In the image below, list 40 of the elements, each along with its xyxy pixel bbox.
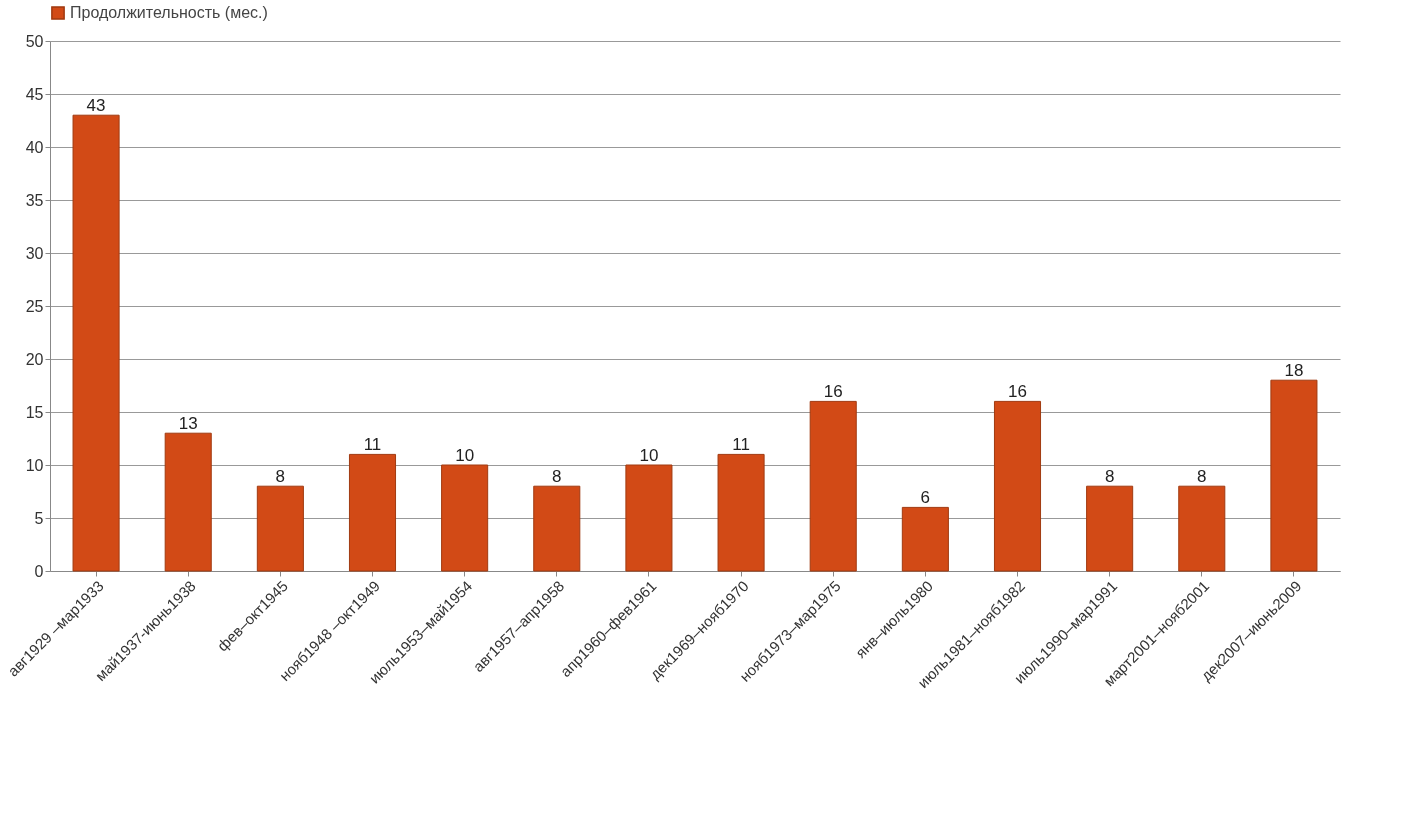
y-tick-label: 20 <box>25 350 44 368</box>
data-label: 8 <box>275 467 286 487</box>
y-tick-label: 35 <box>25 191 44 209</box>
y-tick-label: 10 <box>25 456 44 474</box>
data-label: 43 <box>86 96 106 116</box>
data-label: 18 <box>1284 361 1304 381</box>
bar <box>1270 379 1318 572</box>
data-label: 11 <box>363 435 382 455</box>
bar <box>625 464 673 572</box>
legend-label: Продолжительность (мес.) <box>70 4 268 21</box>
y-tick-label: 50 <box>25 32 44 50</box>
data-label: 8 <box>1104 467 1115 487</box>
data-label: 10 <box>455 446 475 465</box>
bar <box>809 400 857 572</box>
y-tick-label: 40 <box>25 138 44 156</box>
bar <box>72 114 120 572</box>
data-label: 8 <box>552 467 562 487</box>
data-label: 11 <box>732 435 750 455</box>
bar <box>256 485 304 572</box>
y-tick-label: 15 <box>25 403 44 421</box>
bar <box>441 464 489 572</box>
bar <box>901 506 949 572</box>
bar <box>717 453 765 572</box>
y-tick-label: 0 <box>34 562 44 580</box>
bar <box>348 453 397 572</box>
data-label: 16 <box>1008 382 1027 402</box>
y-tick-label: 25 <box>25 297 44 315</box>
y-tick-label: 45 <box>25 85 44 103</box>
bar <box>1178 485 1226 572</box>
data-label: 10 <box>639 446 659 465</box>
y-tick-label: 5 <box>34 509 44 527</box>
bar <box>993 400 1042 572</box>
bar <box>164 432 212 572</box>
y-tick-label: 30 <box>25 244 44 262</box>
data-label: 8 <box>1197 467 1207 487</box>
bar <box>533 485 581 572</box>
bar <box>1086 485 1134 572</box>
data-label: 6 <box>920 488 931 508</box>
data-label: 16 <box>823 382 843 402</box>
data-label: 13 <box>178 414 198 434</box>
